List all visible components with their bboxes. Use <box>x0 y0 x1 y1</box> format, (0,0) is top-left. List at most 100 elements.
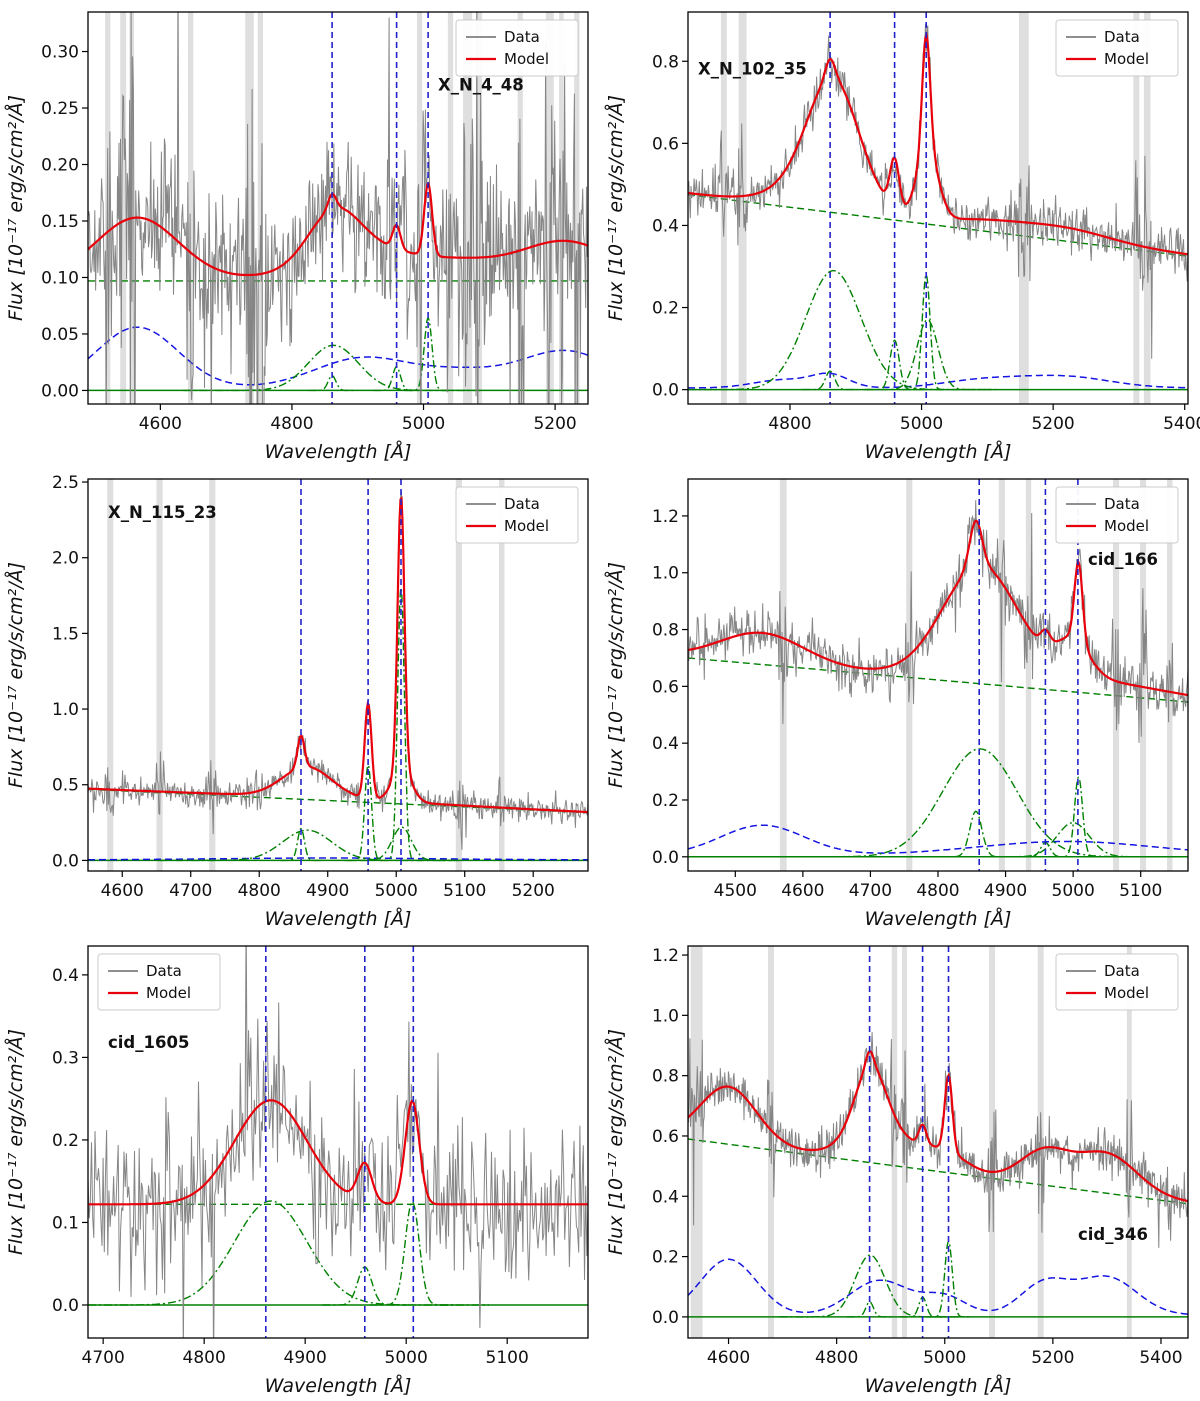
feii-component-line <box>688 1258 1188 1315</box>
y-tick-label: 0.15 <box>41 212 79 232</box>
legend: Data Model <box>1055 486 1179 544</box>
y-tick-label: 1.5 <box>52 624 79 644</box>
feii-component-line <box>88 857 588 861</box>
legend-data-label: Data <box>504 495 540 513</box>
data-series-line <box>688 500 1188 743</box>
legend-model-label: Model <box>504 50 549 68</box>
y-tick-label: 0.2 <box>652 791 679 811</box>
legend-model-label: Model <box>1104 517 1149 535</box>
x-tick-label: 4900 <box>306 881 349 901</box>
masked-region <box>906 479 913 871</box>
x-tick-label: 5000 <box>385 1348 428 1368</box>
masked-region <box>559 12 564 404</box>
x-tick-label: 5000 <box>375 881 418 901</box>
panel-label: X_N_102_35 <box>698 60 807 79</box>
y-tick-label: 0.05 <box>41 325 79 345</box>
legend-model-label: Model <box>1104 984 1149 1002</box>
panel-label: X_N_115_23 <box>108 503 217 522</box>
x-tick-label: 5000 <box>402 414 445 434</box>
y-tick-label: 0.8 <box>652 1067 679 1087</box>
feii-component-line <box>688 824 1188 854</box>
data-series-line <box>688 23 1188 359</box>
panel-label: X_N_4_48 <box>438 75 524 94</box>
masked-region <box>891 946 898 1338</box>
chart-X_N_102_35: 4800 5000 5200 5400 0.0 0.2 0.4 0.6 0.8 Wavelengt… <box>604 11 1200 463</box>
x-axis-label: Wavelength [Å] <box>865 440 1012 463</box>
legend-data-label: Data <box>1104 495 1140 513</box>
masked-region <box>1037 946 1044 1338</box>
x-tick-label: 5000 <box>1052 881 1095 901</box>
masked-region <box>738 12 747 404</box>
emission-component-line <box>344 826 460 862</box>
axes-frame <box>87 945 589 1339</box>
y-tick-label: 1.0 <box>652 1006 679 1026</box>
legend-box <box>97 953 221 1011</box>
chart-cid_1605: 4700 4800 4900 5000 5100 0.0 0.1 0.2 0.3 0.4 Wavel… <box>4 945 589 1397</box>
y-tick-label: 1.0 <box>52 700 79 720</box>
y-tick-label: 0.0 <box>52 851 79 871</box>
x-tick-label: 5100 <box>486 1348 529 1368</box>
y-tick-label: 0.4 <box>52 966 79 986</box>
chart-cid_346: 4600 4800 5000 5200 5400 0.0 0.2 0.4 0.6 0.8 1.0 1.… <box>604 945 1189 1397</box>
masked-region <box>209 479 216 871</box>
x-tick-label: 4900 <box>984 881 1027 901</box>
x-tick-label: 5200 <box>1031 414 1074 434</box>
x-tick-label: 4800 <box>238 881 281 901</box>
legend: Data Model <box>1055 953 1179 1011</box>
masked-region <box>455 479 462 871</box>
x-axis-label: Wavelength [Å] <box>865 907 1012 930</box>
x-tick-label: 4800 <box>916 881 959 901</box>
emission-component-line <box>280 827 322 862</box>
panel-label: cid_346 <box>1078 1225 1148 1244</box>
emission-component-line <box>802 370 858 391</box>
y-tick-label: 0.1 <box>52 1213 79 1233</box>
y-axis-label: Flux [10⁻¹⁷ erg/s/cm²/Å] <box>604 1029 627 1255</box>
legend-box <box>1055 19 1179 77</box>
data-series-line <box>88 12 588 404</box>
axes-frame <box>87 11 589 405</box>
model-line <box>688 519 1188 697</box>
y-tick-label: 0.6 <box>652 677 679 697</box>
y-tick-label: 0.8 <box>652 621 679 641</box>
x-tick-label: 4800 <box>815 1348 858 1368</box>
spectrum-panel-cid_1605: 4700 4800 4900 5000 5100 0.0 0.1 0.2 0.3 0.4 Wavel… <box>0 934 600 1401</box>
chart-cid_166: 4500 4600 4700 4800 4900 5000 5100 0.0 0.2 0.4 0.6… <box>604 478 1189 930</box>
masked-region <box>1126 946 1132 1338</box>
y-tick-label: 0.5 <box>52 776 79 796</box>
masked-region <box>574 12 580 404</box>
y-tick-label: 1.0 <box>652 564 679 584</box>
masked-region <box>245 12 254 404</box>
axes-frame <box>87 478 589 872</box>
emission-component-line <box>846 1301 893 1318</box>
x-tick-label: 4900 <box>284 1348 327 1368</box>
y-tick-label: 0.00 <box>41 381 79 401</box>
x-tick-label: 4700 <box>849 881 892 901</box>
masked-region <box>1167 479 1173 871</box>
y-tick-label: 0.4 <box>652 734 679 754</box>
legend-box <box>455 486 579 544</box>
y-tick-label: 1.2 <box>652 946 679 966</box>
emission-component-line <box>347 764 389 862</box>
y-axis-label: Flux [10⁻¹⁷ erg/s/cm²/Å] <box>604 95 627 321</box>
panel-label: cid_166 <box>1088 550 1158 569</box>
emission-component-line <box>183 344 484 392</box>
legend-box <box>1055 486 1179 544</box>
data-series-line <box>88 490 588 850</box>
x-tick-label: 4800 <box>183 1348 226 1368</box>
y-axis-label: Flux [10⁻¹⁷ erg/s/cm²/Å] <box>4 562 27 788</box>
legend-model-label: Model <box>146 984 191 1002</box>
spectrum-panel-X_N_4_48: 4600 4800 5000 5200 0.00 0.05 0.10 0.15 0.20 0.25… <box>0 0 600 467</box>
x-tick-label: 4600 <box>781 881 824 901</box>
emission-component-line <box>866 339 923 391</box>
emission-component-line <box>308 375 356 392</box>
legend: Data Model <box>455 486 579 544</box>
legend-box <box>455 19 579 77</box>
x-tick-label: 5200 <box>1031 1348 1074 1368</box>
masked-region <box>1018 12 1029 404</box>
legend-model-label: Model <box>504 517 549 535</box>
masked-region <box>416 12 423 404</box>
y-tick-label: 0.30 <box>41 43 79 63</box>
spectrum-panel-X_N_115_23: 4600 4700 4800 4900 5000 5100 5200 0.0 0.5 1.0 1.5… <box>0 467 600 934</box>
emission-component-line <box>902 273 950 391</box>
